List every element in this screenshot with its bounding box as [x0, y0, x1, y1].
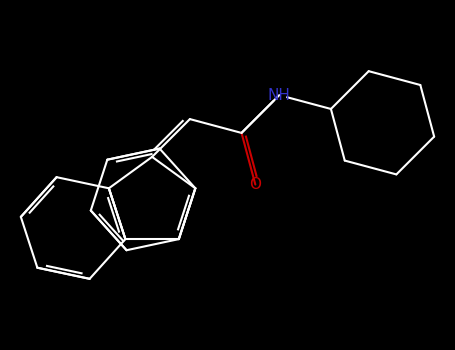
Text: O: O [249, 177, 261, 192]
Text: NH: NH [268, 88, 291, 103]
